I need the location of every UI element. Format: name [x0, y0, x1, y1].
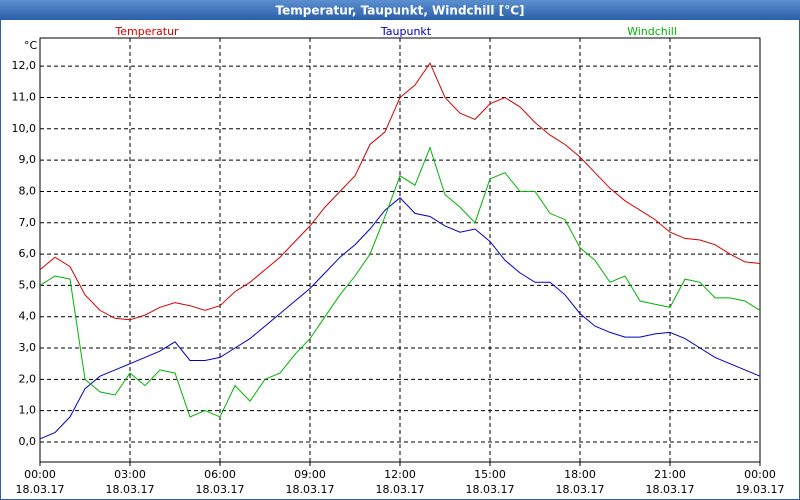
legend-entry: Taupunkt [380, 25, 432, 38]
x-tick-label: 06:00 [204, 468, 236, 481]
x-tick-date: 18.03.17 [556, 483, 605, 496]
x-tick-label: 21:00 [654, 468, 686, 481]
x-tick-date: 18.03.17 [286, 483, 335, 496]
series-line [39, 197, 761, 440]
y-tick-label: 7,0 [19, 216, 37, 229]
x-tick-label: 18:00 [564, 468, 596, 481]
y-tick-label: 10,0 [12, 122, 37, 135]
y-tick-label: 6,0 [19, 247, 37, 260]
y-tick-label: 9,0 [19, 153, 37, 166]
x-tick-date: 18.03.17 [16, 483, 65, 496]
x-tick-date: 18.03.17 [466, 483, 515, 496]
x-tick-date: 18.03.17 [196, 483, 245, 496]
y-tick-label: 3,0 [19, 341, 37, 354]
x-tick-label: 12:00 [384, 468, 416, 481]
x-tick-label: 15:00 [474, 468, 506, 481]
x-tick-label: 00:00 [24, 468, 56, 481]
plot-frame [39, 37, 761, 463]
series-line [39, 62, 761, 321]
title-bar [0, 0, 800, 20]
x-tick-date: 18.03.17 [646, 483, 695, 496]
x-tick-label: 03:00 [114, 468, 146, 481]
y-tick-label: 0,0 [19, 435, 37, 448]
y-tick-label: 5,0 [19, 278, 37, 291]
x-tick-date: 18.03.17 [106, 483, 155, 496]
y-tick-label: 1,0 [19, 404, 37, 417]
x-tick-label: 09:00 [294, 468, 326, 481]
y-tick-label: 2,0 [19, 372, 37, 385]
chart-title: Temperatur, Taupunkt, Windchill [°C] [276, 4, 525, 18]
legend-entry: Windchill [627, 25, 677, 38]
y-tick-label: 12,0 [12, 59, 37, 72]
x-tick-date: 18.03.17 [376, 483, 425, 496]
x-tick-label: 00:00 [744, 468, 776, 481]
y-tick-label: 4,0 [19, 310, 37, 323]
y-tick-label: 11,0 [12, 90, 37, 103]
x-tick-date: 19.03.17 [736, 483, 785, 496]
y-unit: °C [24, 39, 38, 52]
y-tick-label: 8,0 [19, 184, 37, 197]
legend-entry: Temperatur [114, 25, 179, 38]
series-line [39, 146, 761, 418]
